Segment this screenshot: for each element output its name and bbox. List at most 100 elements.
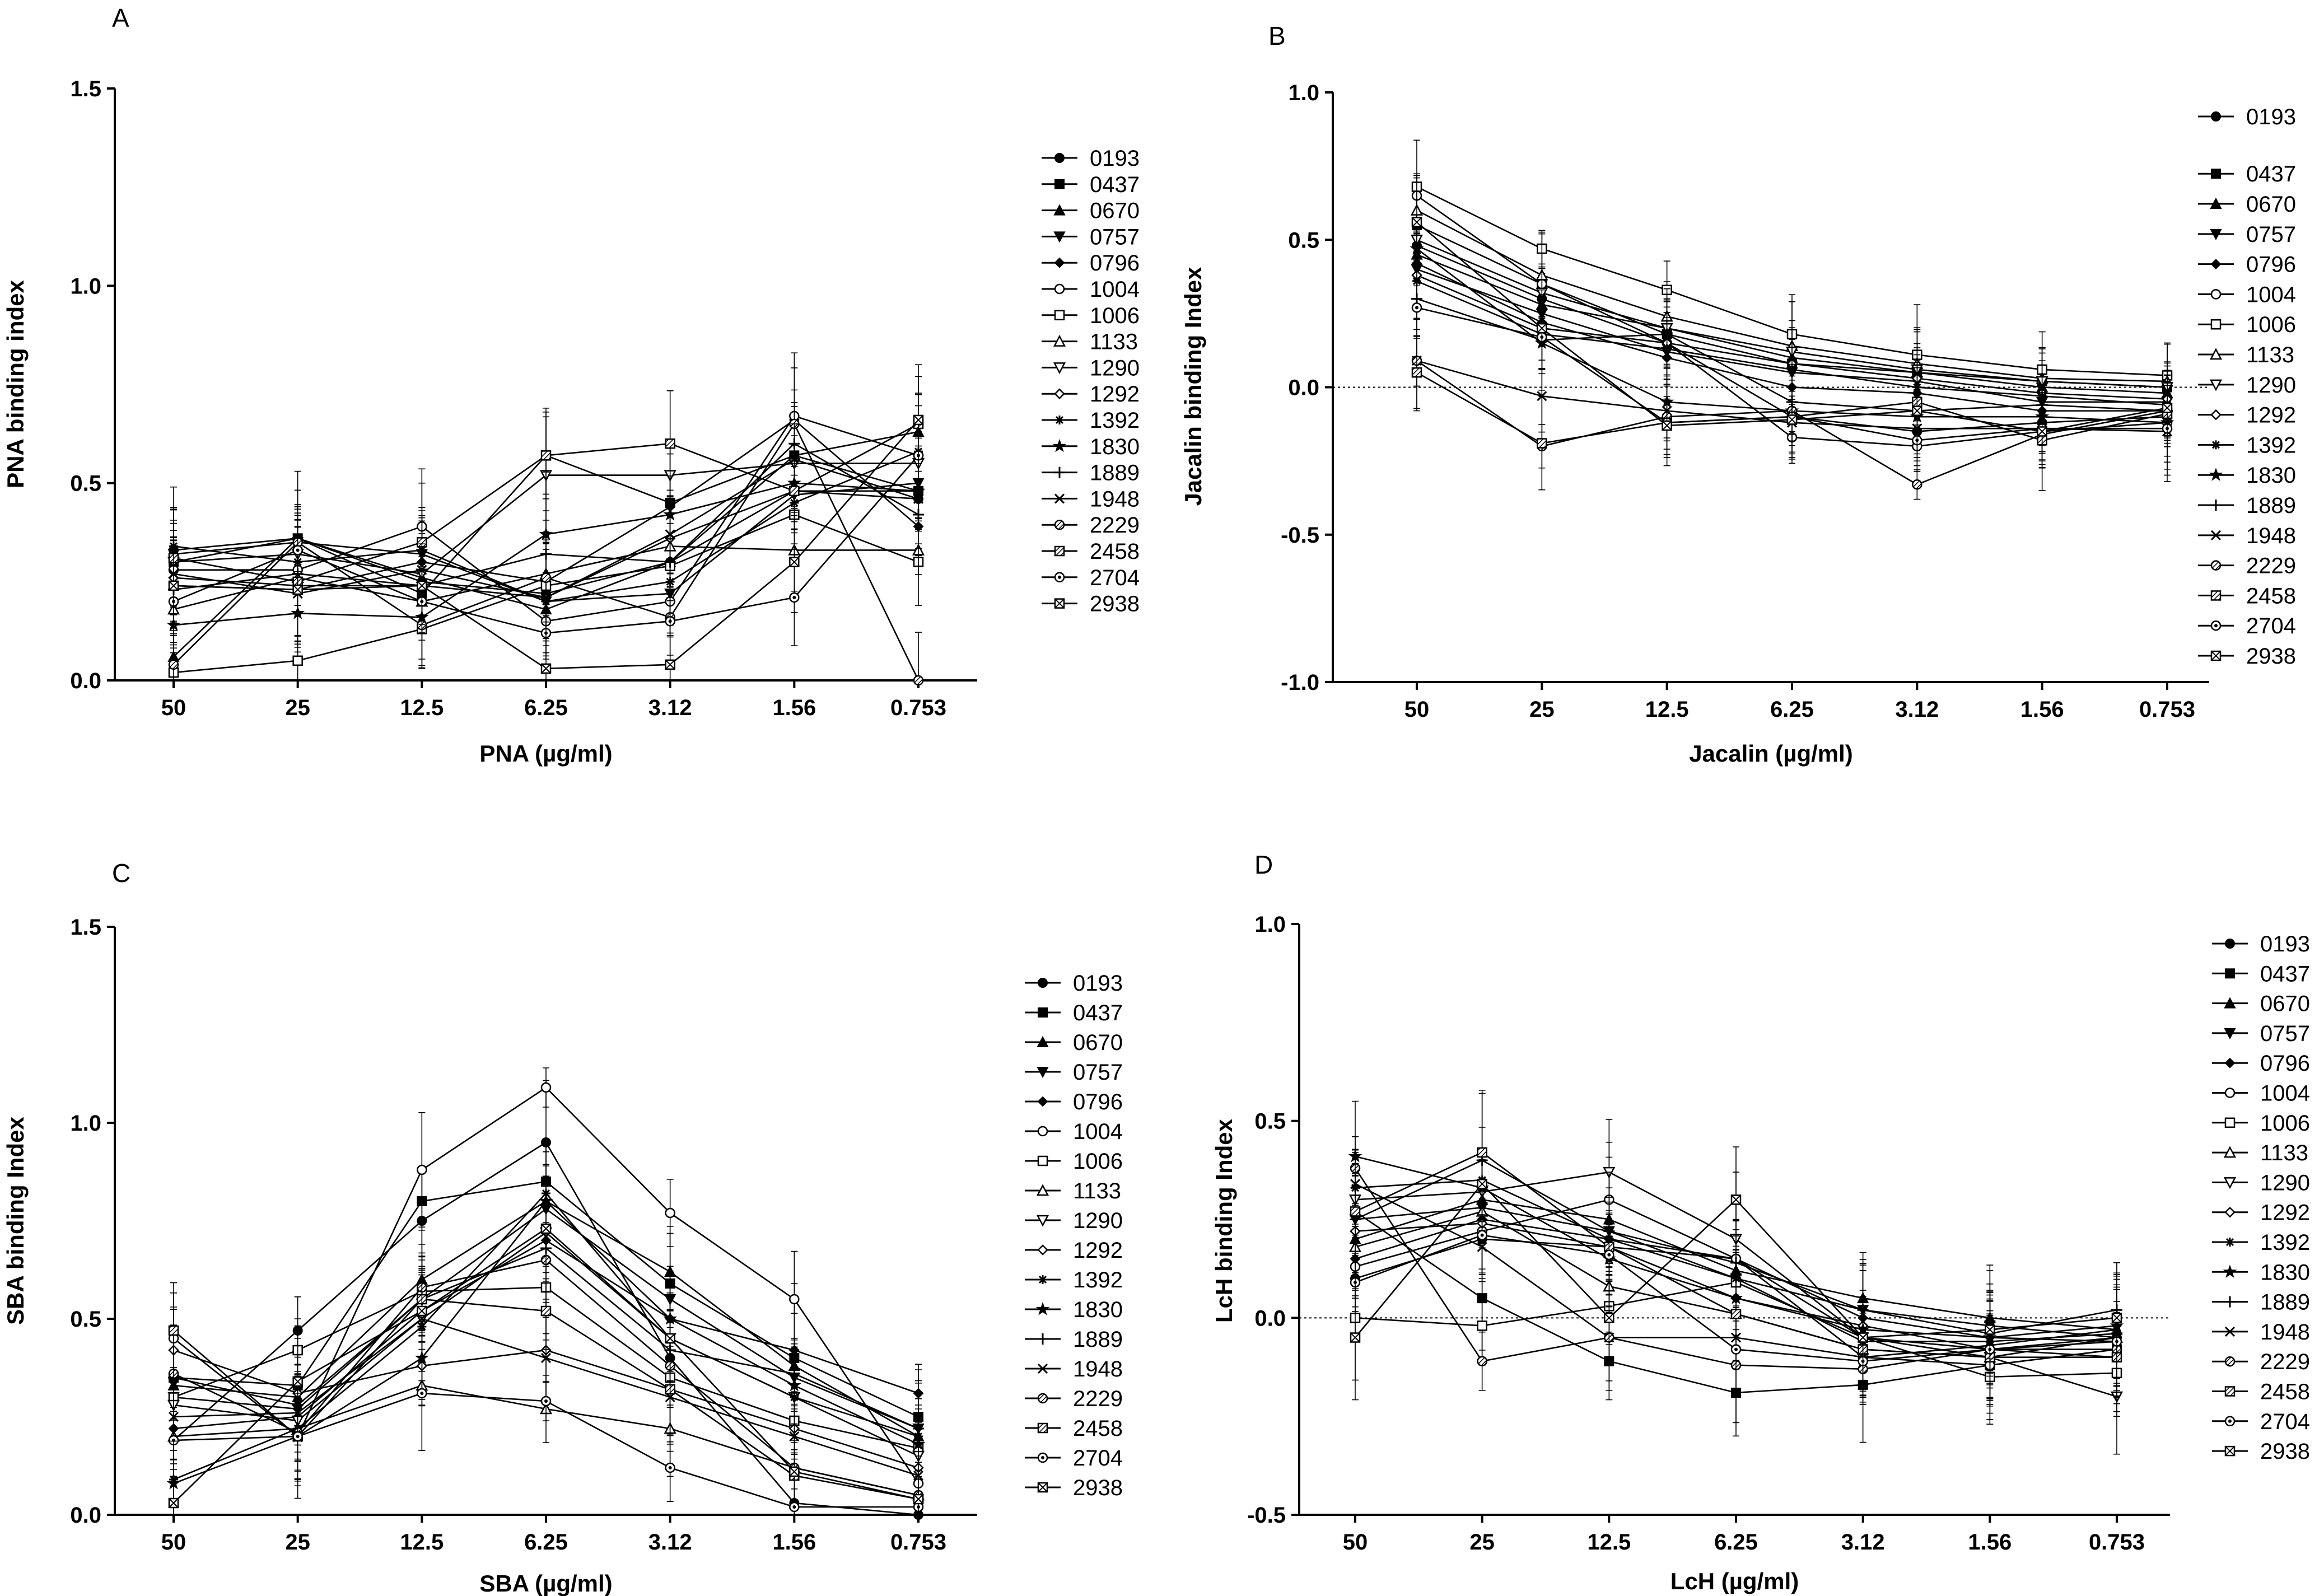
data-point-marker [1350,1332,1361,1343]
legend-marker [2224,1206,2236,1218]
legend-marker [1053,334,1066,347]
legend-marker [1037,1482,1048,1493]
legend-marker [2224,1057,2236,1068]
data-point-marker [417,1305,427,1317]
legend-marker [1054,466,1065,478]
legend-item: 2938 [1025,1476,1123,1500]
legend-marker [1054,283,1065,295]
x-tick-label: 25 [1469,1530,1495,1555]
legend-marker [2209,379,2223,391]
legend-item: 1290 [1042,356,1140,380]
data-point-marker [540,1223,552,1234]
legend-label: 1133 [1073,1179,1121,1203]
legend-item: 2938 [2198,644,2296,669]
legend-label: 2229 [2246,554,2296,578]
data-point-marker [788,1368,800,1379]
data-point-marker [913,1494,924,1505]
legend-label: 1948 [2246,524,2296,548]
legend-marker [2210,500,2222,511]
legend-item: 2229 [2198,554,2296,578]
legend-label: 1889 [2246,493,2296,518]
x-tick-label: 3.12 [648,696,692,720]
x-tick-label: 0.753 [2089,1530,2145,1555]
x-tick-label: 12.5 [1645,697,1689,722]
y-tick-label: 0.5 [70,1307,101,1332]
data-point-marker [292,545,303,556]
data-point-marker [417,1164,427,1175]
data-point-marker [168,659,179,670]
legend-marker [2210,620,2222,631]
y-tick-label: 0.0 [70,1503,101,1528]
legend-marker [1037,1452,1048,1463]
legend-label: 0670 [1090,199,1140,223]
legend-marker [1037,1155,1048,1166]
legend-label: 1889 [2260,1290,2310,1315]
legend-label: 1392 [1073,1268,1123,1292]
legend-item: 0757 [2198,222,2296,247]
legend-item: 1133 [1025,1179,1121,1203]
data-point-marker [665,659,675,670]
legend-marker [1038,978,1048,988]
x-tick-label: 25 [1529,697,1555,722]
legend-label: 0193 [1090,146,1140,171]
y-tick-label: -0.5 [1281,523,1319,548]
panel-letter-a: A [112,3,129,32]
legend-item: 0796 [2198,253,2296,277]
x-tick-label: 25 [285,696,310,720]
legend-marker [2210,289,2222,300]
legend-item: 1392 [2212,1230,2310,1255]
legend-label: 2938 [1073,1476,1123,1500]
legend-marker [2224,997,2236,1009]
legend-item: 1830 [2212,1260,2310,1285]
x-tick-label: 12.5 [1587,1530,1631,1555]
legend-label: 1290 [2246,373,2296,398]
data-point-marker [789,592,800,603]
legend-label: 1292 [2260,1201,2310,1225]
data-point-marker [540,1082,552,1093]
legend-label: 2938 [2246,644,2296,669]
x-axis-title: PNA (µg/ml) [479,740,612,767]
series-2938 [168,376,924,681]
legend-item: 2458 [2212,1380,2310,1404]
legend-marker [2225,968,2235,979]
x-tick-label: 0.753 [890,1530,946,1555]
legend-marker [2224,1386,2236,1397]
legend-label: 1133 [2246,343,2294,367]
x-tick-label: 50 [1404,697,1430,722]
legend-label: 0437 [2246,162,2296,186]
data-point-marker [1604,1249,1614,1261]
data-point-marker [417,1388,427,1399]
legend-label: 0670 [2246,192,2296,217]
legend-label: 1392 [2260,1230,2310,1255]
legend-label: 1133 [1090,330,1138,354]
data-point-marker [1477,1178,1487,1189]
panel-b-plot: -1.0 -0.5 0.0 0.5 1.0 50 25 12.5 6.25 3.12 1.56 0.7… [1180,81,2296,767]
y-tick-label: 1.0 [70,274,101,298]
legend-item: 1392 [1025,1268,1123,1292]
panel-letter-b: B [1268,21,1286,50]
legend-item: 1948 [2212,1320,2310,1345]
legend-item: 0670 [1042,199,1140,223]
legend: 0193 0437 0670 0757 0796 1004 1006 1133 1290 1292… [1025,971,1123,1500]
legend-label: 1830 [2260,1260,2310,1285]
legend-label: 1292 [1090,382,1140,407]
legend-label: 1948 [1090,487,1140,511]
legend-label: 1006 [2246,312,2296,337]
legend-marker [2209,348,2223,360]
legend-item: 1948 [2198,524,2296,548]
legend-item: 1006 [1042,304,1140,328]
legend-label: 1830 [2246,463,2296,488]
legend-marker [1054,388,1065,399]
legend-marker [2223,1264,2237,1278]
data-point-marker [168,580,179,591]
legend-item: 1948 [1025,1357,1123,1382]
x-tick-label: 3.12 [648,1530,692,1555]
legend-marker [2225,939,2235,949]
legend-item: 1889 [2198,493,2296,518]
y-tick-label: 1.5 [70,915,101,940]
data-point-marker [1786,414,1798,425]
legend-item: 1292 [2198,403,2296,428]
legend-marker [1037,1244,1048,1256]
legend-label: 0796 [1073,1090,1123,1114]
legend-item: 1133 [2198,343,2294,367]
